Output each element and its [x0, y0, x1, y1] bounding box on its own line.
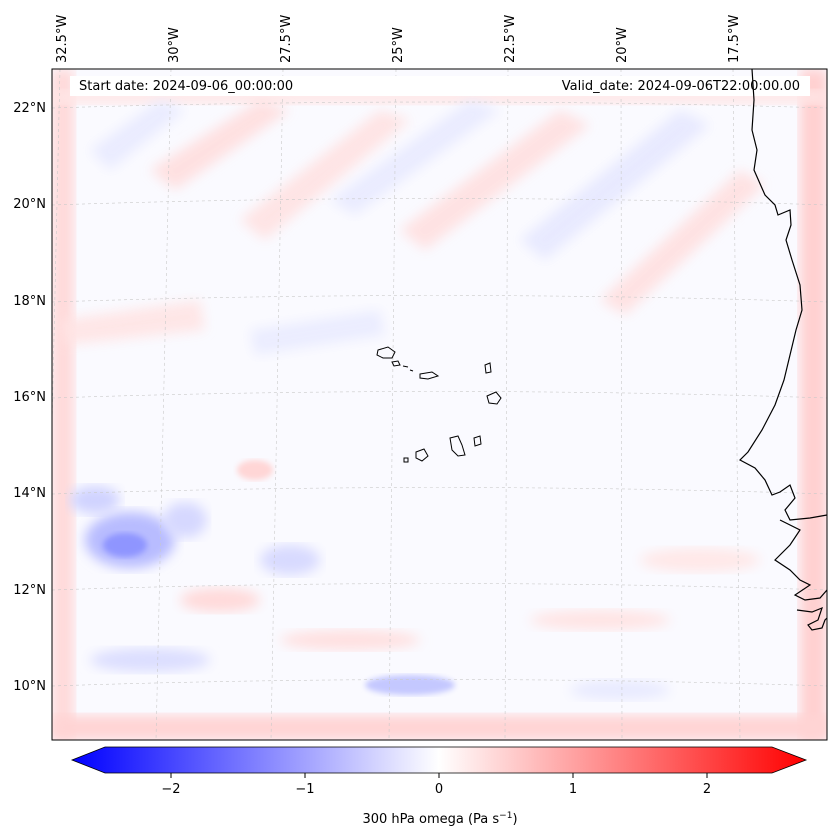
island-fogo — [415, 448, 429, 462]
lat-label-10n: 10°N — [13, 679, 46, 694]
map-frame — [51, 68, 828, 741]
lon-label-22.5w: 22.5°W — [503, 15, 518, 63]
graticule — [52, 69, 827, 740]
colorbar-tick-1: 1 — [569, 782, 577, 797]
south-boundary-band — [52, 715, 827, 740]
lat-label-16n: 16°N — [13, 390, 46, 405]
west-africa-coastline — [739, 68, 828, 631]
colorbar-tick-0: 0 — [435, 782, 443, 797]
island-sal — [484, 362, 492, 374]
colorbar-bar — [70, 746, 808, 774]
longitude-labels: 32.5°W 30°W 27.5°W 25°W 22.5°W 20°W 17.5… — [55, 15, 742, 63]
lon-label-32.5w: 32.5°W — [55, 15, 70, 63]
lon-label-30w: 30°W — [167, 27, 182, 63]
lat-label-18n: 18°N — [13, 294, 46, 309]
island-sao-vicente — [391, 360, 401, 367]
colorbar: −2 −1 0 1 2 300 hPa omega (Pa s−1) — [70, 746, 808, 827]
cape-verde-islands — [376, 346, 502, 463]
lat-label-12n: 12°N — [13, 583, 46, 598]
valid-date-label: Valid_date: 2024-09-06T22:00:00.00 — [562, 79, 800, 94]
colorbar-tick-marks — [170, 773, 708, 778]
map-panel: Start date: 2024-09-06_00:00:00 Valid_da… — [51, 68, 828, 741]
island-santiago — [449, 435, 466, 457]
colorbar-label: 300 hPa omega (Pa s−1) — [362, 811, 517, 827]
lat-label-20n: 20°N — [13, 197, 46, 212]
island-maio — [473, 435, 482, 447]
colorbar-tick-neg2: −2 — [161, 782, 180, 797]
lat-label-14n: 14°N — [13, 486, 46, 501]
lon-label-20w: 20°W — [615, 27, 630, 63]
start-date-label: Start date: 2024-09-06_00:00:00 — [79, 79, 293, 94]
island-boa-vista — [486, 391, 502, 405]
east-boundary-band — [800, 69, 827, 740]
colorbar-tick-2: 2 — [703, 782, 711, 797]
header-strip — [70, 76, 810, 96]
island-small — [409, 369, 414, 372]
west-boundary-band — [52, 69, 74, 740]
southwest-convection — [70, 460, 760, 700]
island-brava — [403, 457, 409, 463]
island-santa-luzia — [402, 365, 409, 368]
island-santo-antao — [376, 346, 396, 359]
latitude-labels: 22°N 20°N 18°N 16°N 14°N 12°N 10°N — [13, 101, 46, 694]
lon-label-27.5w: 27.5°W — [279, 15, 294, 63]
lon-label-17.5w: 17.5°W — [727, 15, 742, 63]
lat-label-22n: 22°N — [13, 101, 46, 116]
colorbar-tick-neg1: −1 — [295, 782, 314, 797]
island-sao-nicolau — [419, 371, 440, 380]
lon-label-25w: 25°W — [391, 27, 406, 63]
northern-streaks — [60, 100, 765, 355]
